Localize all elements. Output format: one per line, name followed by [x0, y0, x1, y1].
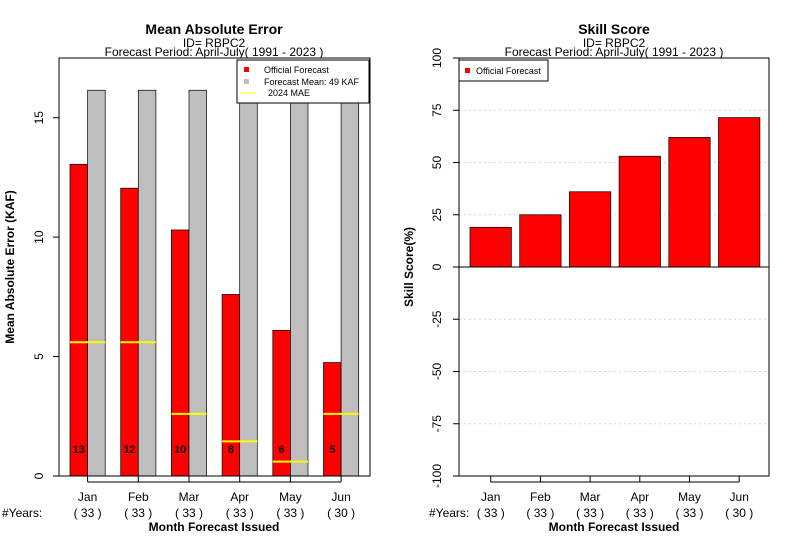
mae-years-value: ( 30 )	[327, 506, 355, 520]
skill-x-tick-label: May	[678, 490, 701, 504]
mae-bar-mean	[188, 89, 207, 477]
mae-legend-mean: Forecast Mean: 49 KAF	[264, 77, 360, 87]
skill-title: Skill Score	[578, 21, 650, 37]
mae-x-tick-label: May	[279, 490, 302, 504]
skill-years-value: ( 30 )	[725, 506, 753, 520]
skill-y-tick-label: 25	[430, 208, 444, 222]
mae-bar-mean	[290, 89, 309, 477]
skill-subtitle-period: Forecast Period: April-July( 1991 - 2023…	[505, 45, 724, 59]
mae-y-tick-label: 5	[32, 353, 46, 360]
mae-plot-frame	[58, 57, 371, 477]
skill-y-tick-label: -25	[430, 310, 444, 328]
skill-bar	[469, 226, 512, 268]
mae-subtitle-period: Forecast Period: April-July( 1991 - 2023…	[105, 45, 324, 59]
mae-legend-box	[236, 59, 370, 104]
skill-years-label: #Years:	[429, 506, 469, 520]
mae-years-value: ( 33 )	[124, 506, 152, 520]
mae-bar-mean	[137, 89, 157, 477]
mae-x-axis: Jan ( 33 ) Feb ( 33 ) Mar ( 33 ) Apr ( 33 ) May (…	[74, 476, 355, 520]
mae-subtitle-id: ID= RBPC2	[183, 36, 246, 50]
mae-bar-label: 13	[73, 444, 85, 456]
skill-y-tick-label: 75	[430, 103, 444, 117]
mae-bar-official	[120, 187, 139, 477]
mae-x-tick-label: Mar	[179, 490, 200, 504]
skill-years-value: ( 33 )	[477, 506, 505, 520]
mae-bar-label: 10	[174, 444, 186, 456]
skill-y-axis: -100 -75 -50 -25 0 25 50 75 100	[430, 48, 459, 488]
mae-title: Mean Absolute Error	[145, 21, 283, 37]
mae-x-tick-label: Apr	[230, 490, 249, 504]
mae-bar-label: 8	[228, 444, 234, 456]
skill-x-tick-label: Apr	[630, 490, 649, 504]
mae-y-axis-label: Mean Absolute Error (KAF)	[3, 190, 17, 344]
mae-years-label: #Years:	[2, 506, 42, 520]
mae-x-tick-label: Jun	[331, 490, 350, 504]
mae-bar-label: 12	[123, 444, 135, 456]
mae-y-tick-label: 0	[32, 472, 46, 479]
mae-years-value: ( 33 )	[276, 506, 304, 520]
skill-legend-box	[458, 59, 549, 82]
skill-y-tick-label: 0	[430, 263, 444, 270]
skill-years-value: ( 33 )	[675, 506, 703, 520]
skill-legend-official: Official Forecast	[476, 66, 541, 76]
skill-x-axis-label: Month Forecast Issued	[549, 520, 680, 534]
mae-years-value: ( 33 )	[175, 506, 203, 520]
skill-x-tick-label: Jan	[481, 490, 500, 504]
skill-marks	[459, 117, 769, 268]
mae-legend-official: Official Forecast	[264, 65, 329, 75]
mae-bar-mean	[340, 80, 360, 477]
skill-y-tick-label: 50	[430, 156, 444, 170]
mae-years-value: ( 33 )	[74, 506, 102, 520]
mae-bar-official	[69, 163, 88, 477]
mae-panel: Mean Absolute Error ID= RBPC2 Forecast P…	[2, 21, 371, 534]
mae-y-tick-label: 15	[32, 111, 46, 125]
mae-y-tick-label: 10	[32, 230, 46, 244]
skill-panel: Skill Score ID= RBPC2 Forecast Period: A…	[402, 21, 770, 534]
mae-legend-swatch-mean	[244, 79, 249, 84]
mae-y-axis: 0 5 10 15	[32, 111, 59, 479]
mae-marks: 13 12 10 8 6 5	[69, 80, 360, 477]
skill-y-tick-label: 100	[430, 48, 444, 68]
skill-bar	[668, 137, 711, 268]
mae-bar-official	[171, 229, 190, 477]
skill-bar	[718, 117, 761, 268]
mae-bar-official	[323, 362, 342, 477]
mae-legend: Official Forecast Forecast Mean: 49 KAF …	[236, 59, 370, 104]
skill-subtitle-id: ID= RBPC2	[583, 36, 646, 50]
mae-x-axis-label: Month Forecast Issued	[149, 520, 280, 534]
skill-x-tick-label: Mar	[580, 490, 601, 504]
skill-y-tick-label: -75	[430, 415, 444, 433]
skill-years-value: ( 33 )	[526, 506, 554, 520]
mae-legend-2024: 2024 MAE	[268, 88, 310, 98]
skill-legend: Official Forecast	[458, 59, 549, 82]
mae-years-value: ( 33 )	[226, 506, 254, 520]
mae-bar-label: 5	[329, 444, 335, 456]
mae-x-tick-label: Feb	[128, 490, 149, 504]
skill-x-tick-label: Jun	[730, 490, 749, 504]
skill-y-tick-label: -100	[430, 464, 444, 488]
skill-x-axis: Jan ( 33 ) Feb ( 33 ) Mar ( 33 ) Apr ( 33 ) May (…	[477, 476, 753, 520]
mae-legend-swatch-official	[244, 67, 249, 72]
skill-years-value: ( 33 )	[626, 506, 654, 520]
skill-x-tick-label: Feb	[530, 490, 551, 504]
mae-bar-mean	[87, 89, 106, 477]
mae-x-tick-label: Jan	[78, 490, 97, 504]
skill-y-tick-label: -50	[430, 363, 444, 381]
skill-years-value: ( 33 )	[576, 506, 604, 520]
skill-y-axis-label: Skill Score(%)	[402, 227, 416, 307]
skill-bar	[618, 155, 661, 268]
mae-bar-mean	[239, 89, 258, 477]
skill-bar	[519, 214, 562, 268]
skill-bar	[569, 191, 612, 268]
mae-bar-label: 6	[279, 444, 285, 456]
skill-legend-swatch-official	[465, 68, 470, 73]
